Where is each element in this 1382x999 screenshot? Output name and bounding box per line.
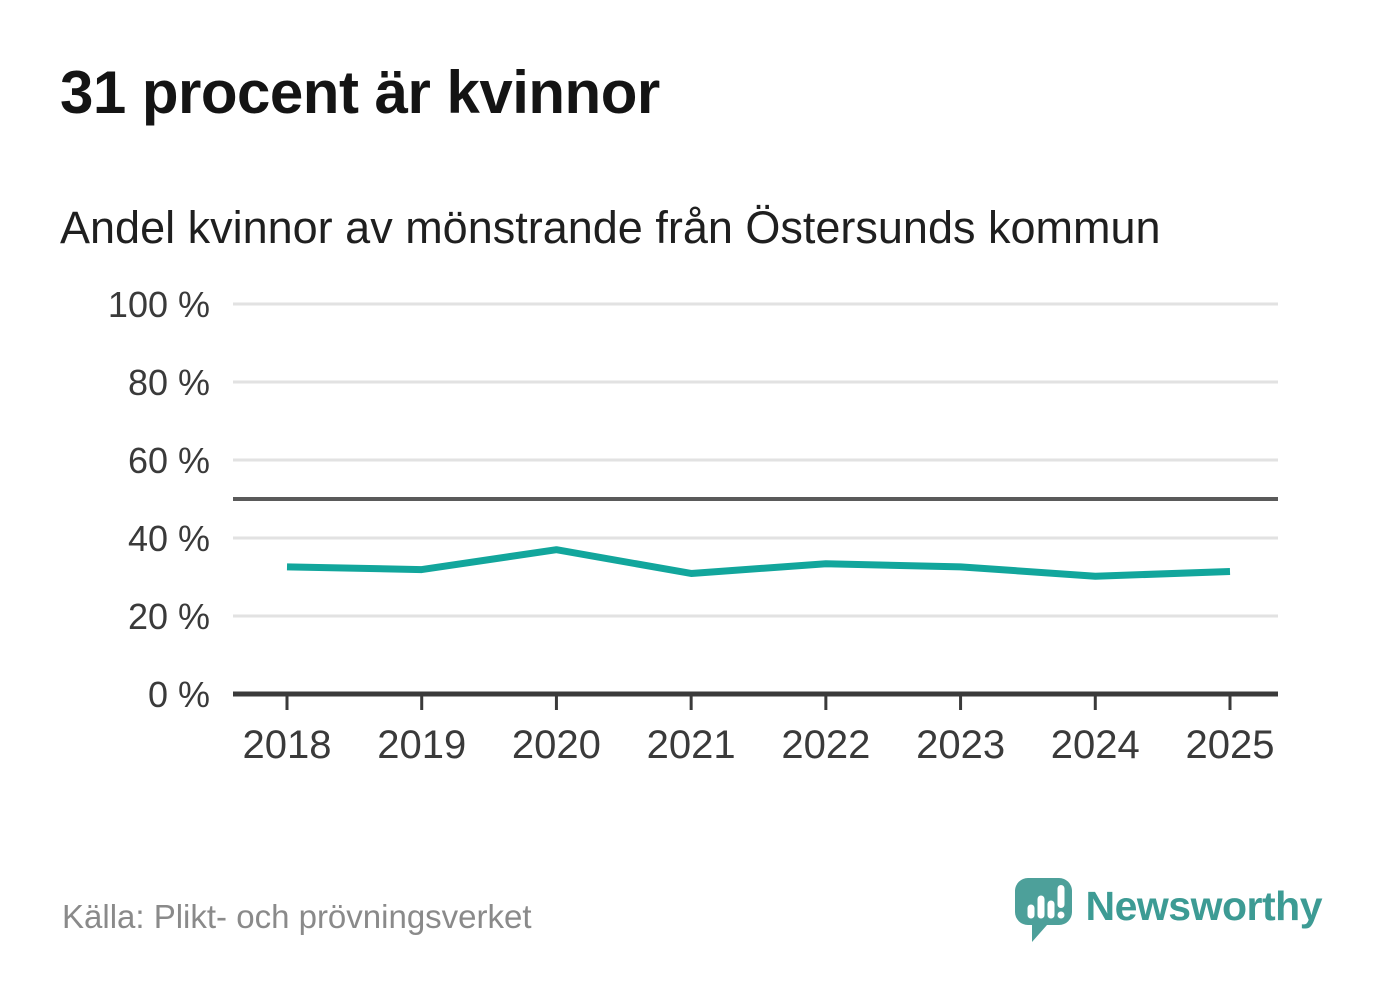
x-tick-label-2024: 2024 [1051,723,1140,767]
x-tick-label-2023: 2023 [916,723,1005,767]
x-tick-label-2022: 2022 [781,723,870,767]
x-tick-label-2025: 2025 [1186,723,1275,767]
source-caption: Källa: Plikt- och prövningsverket [62,898,532,935]
y-tick-label-40: 40 % [128,518,210,559]
y-tick-label-0: 0 % [148,674,210,715]
newsworthy-logo: Newsworthy [1014,878,1323,942]
x-tick-label-2019: 2019 [377,723,466,767]
data-line-andel-kvinnor [286,546,1231,580]
exclamation-glyph [1057,885,1064,919]
y-tick-label-80: 80 % [128,362,210,403]
x-tick-label-2021: 2021 [647,723,736,767]
y-tick-label-100: 100 % [108,284,210,325]
chart-subtitle: Andel kvinnor av mönstrande från Östersu… [60,202,1161,253]
bar-chart-glyph [1027,895,1054,919]
x-tick-label-2018: 2018 [243,723,332,767]
y-tick-label-60: 60 % [128,440,210,481]
newsworthy-logo-text: Newsworthy [1085,883,1323,929]
newsworthy-bubble-icon [1014,878,1072,942]
y-tick-label-20: 20 % [128,596,210,637]
chart-title: 31 procent är kvinnor [60,59,660,126]
x-tick-label-2020: 2020 [512,723,601,767]
